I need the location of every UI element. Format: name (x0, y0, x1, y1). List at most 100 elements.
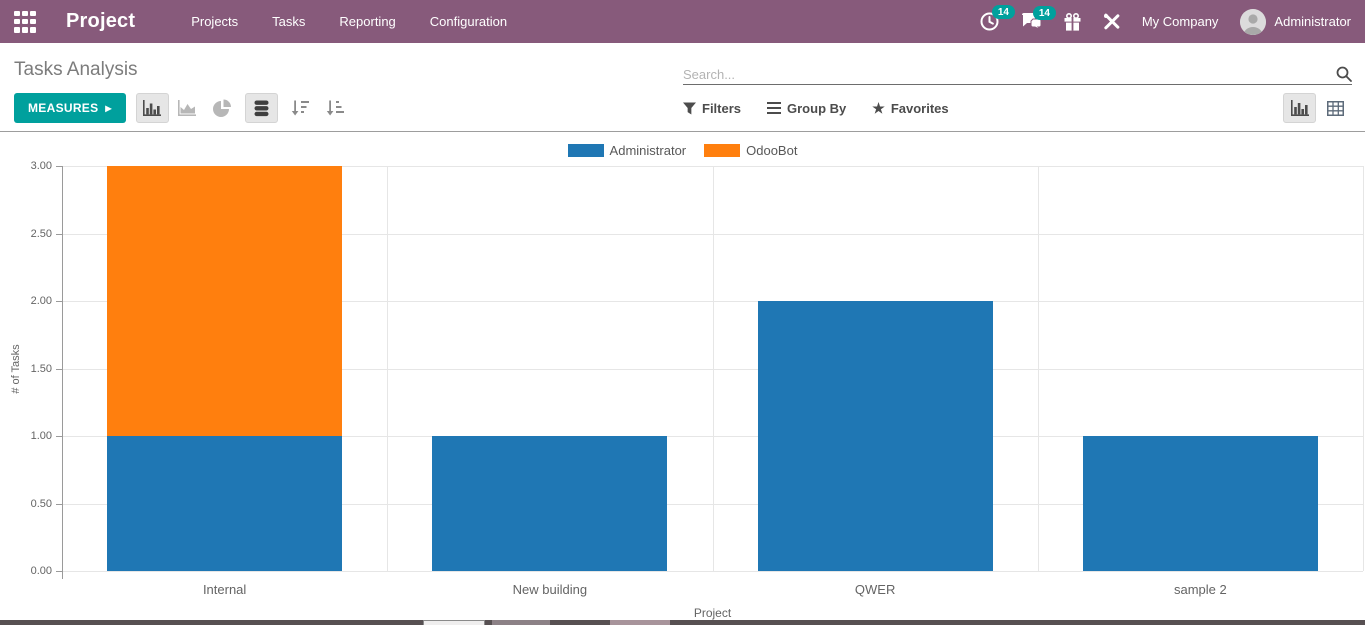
chart-type-toolbar (135, 93, 352, 123)
y-tick-mark (56, 301, 62, 302)
y-tick-mark (56, 436, 62, 437)
database-icon (254, 100, 269, 116)
bar-segment-odoobot[interactable] (107, 166, 343, 436)
x-gridline (387, 166, 389, 571)
messages-icon[interactable]: 14 (1021, 6, 1056, 30)
chart-legend: Administrator OdooBot (0, 143, 1365, 158)
user-avatar (1240, 8, 1267, 35)
rewards-gift-icon[interactable] (1064, 12, 1081, 31)
y-tick-label: 3.00 (30, 160, 52, 172)
legend-item-odoobot[interactable]: OdooBot (704, 143, 797, 158)
y-gridline (62, 571, 1363, 572)
developer-tools-icon[interactable] (1103, 13, 1120, 30)
stacked-toggle-button[interactable] (244, 93, 278, 123)
app-title[interactable]: Project (66, 10, 136, 32)
clock-icon (980, 12, 999, 31)
x-gridline (712, 166, 714, 571)
y-tick-label: 2.50 (30, 227, 52, 240)
search-icon[interactable] (1336, 66, 1352, 82)
legend-item-administrator[interactable]: Administrator (567, 143, 687, 158)
legend-label: OdooBot (746, 143, 798, 158)
bar-chart-button[interactable] (135, 93, 169, 123)
group-by-button[interactable]: Group By (767, 101, 846, 116)
activity-clock-icon[interactable]: 14 (980, 5, 1015, 31)
sort-amount-desc-icon (292, 100, 310, 116)
favorites-button[interactable]: ★ Favorites (872, 101, 948, 116)
apps-menu-icon[interactable] (14, 10, 36, 33)
y-tick-label: 0.50 (30, 497, 52, 510)
x-category-label: Internal (202, 582, 247, 597)
y-tick-mark (56, 503, 62, 505)
bar-segment-administrator[interactable] (432, 436, 668, 571)
area-chart-button[interactable] (171, 93, 204, 123)
bar-segment-administrator[interactable] (107, 436, 343, 571)
favorites-label: Favorites (890, 100, 949, 116)
y-tick-mark (56, 368, 62, 370)
page-title: Tasks Analysis (14, 59, 138, 80)
menu-projects[interactable]: Projects (191, 14, 239, 29)
legend-swatch (567, 144, 604, 157)
measures-label: MEASURES (28, 101, 99, 115)
x-axis-title: Project (693, 606, 732, 620)
search-input[interactable] (683, 66, 1336, 82)
sort-amount-asc-icon (327, 100, 345, 116)
x-category-label: sample 2 (1174, 582, 1227, 597)
messages-badge: 14 (1032, 6, 1056, 20)
y-tick-label: 1.00 (30, 430, 52, 442)
graph-view-button[interactable] (1283, 93, 1316, 123)
x-category-label: QWER (854, 582, 896, 597)
navbar-systray: 14 14 My Company (980, 5, 1351, 35)
x-category-label: New building (512, 582, 588, 597)
company-switcher[interactable]: My Company (1141, 14, 1219, 29)
search-bar[interactable] (683, 66, 1352, 85)
pie-chart-button[interactable] (206, 93, 239, 123)
filter-funnel-icon (683, 101, 696, 115)
bottom-taskbar-strip (0, 620, 1365, 625)
star-icon: ★ (872, 100, 885, 116)
app-menu: Projects Tasks Reporting Configuration (191, 14, 507, 29)
y-axis-title: # of Tasks (10, 343, 22, 394)
taskbar-segment[interactable] (610, 620, 670, 625)
y-tick-label: 0.00 (30, 565, 52, 577)
bar-segment-administrator[interactable] (757, 301, 993, 571)
crossed-tools-icon (1103, 13, 1120, 30)
legend-label: Administrator (609, 143, 687, 158)
gift-icon (1064, 12, 1081, 31)
top-navbar: Project Projects Tasks Reporting Configu… (0, 0, 1365, 43)
group-by-bars-icon (767, 102, 782, 114)
chat-bubbles-icon (1021, 13, 1042, 30)
user-name: Administrator (1274, 14, 1351, 29)
taskbar-segment[interactable] (492, 620, 550, 625)
sort-ascending-button[interactable] (319, 93, 352, 123)
menu-configuration[interactable]: Configuration (429, 14, 508, 29)
bar-chart-icon (143, 100, 162, 116)
bar-segment-administrator[interactable] (1082, 436, 1318, 571)
caret-right-icon: ▸ (105, 101, 112, 115)
y-tick-label: 1.50 (30, 362, 52, 375)
search-facets-bar: Filters Group By ★ Favorites (683, 101, 949, 116)
menu-tasks[interactable]: Tasks (272, 14, 306, 29)
area-chart-icon (178, 100, 197, 116)
view-switcher (1283, 93, 1352, 123)
control-panel: Tasks Analysis MEASURES ▸ (0, 43, 1365, 132)
graph-view-icon (1290, 100, 1309, 116)
activity-badge: 14 (991, 5, 1015, 19)
y-tick-label: 2.00 (30, 295, 52, 307)
y-tick-mark (56, 166, 62, 167)
pivot-view-button[interactable] (1319, 93, 1352, 123)
taskbar-segment[interactable] (423, 620, 485, 625)
pivot-grid-icon (1327, 100, 1344, 116)
filters-label: Filters (702, 100, 742, 116)
menu-reporting[interactable]: Reporting (339, 14, 396, 29)
y-axis-line (62, 166, 63, 579)
sort-descending-button[interactable] (284, 93, 317, 123)
legend-swatch (704, 144, 741, 157)
filters-button[interactable]: Filters (683, 101, 741, 116)
y-tick-mark (56, 233, 62, 235)
measures-button[interactable]: MEASURES ▸ (14, 93, 126, 123)
group-by-label: Group By (787, 100, 847, 116)
x-gridline (1363, 166, 1364, 571)
tasks-analysis-bar-chart: Administrator OdooBot 0.00 0.50 1.00 1.50 2.0… (0, 132, 1365, 620)
x-gridline (1037, 166, 1039, 571)
user-menu[interactable]: Administrator (1240, 8, 1351, 35)
